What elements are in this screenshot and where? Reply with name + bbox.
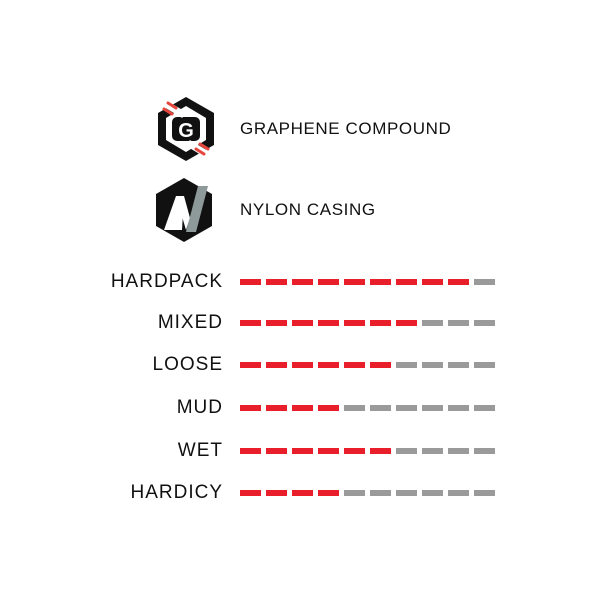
rating-label: HARDPACK [110, 271, 223, 292]
rating-segment-filled [344, 448, 365, 454]
rating-label: LOOSE [152, 354, 223, 375]
rating-row-wet: WET [0, 440, 600, 461]
rating-segment-filled [292, 362, 313, 368]
rating-segment-empty [370, 405, 391, 411]
rating-segment-filled [266, 362, 287, 368]
rating-segment-filled [370, 362, 391, 368]
rating-segment-empty [422, 448, 443, 454]
rating-segment-empty [448, 490, 469, 496]
rating-segment-filled [292, 320, 313, 326]
rating-segment-filled [266, 490, 287, 496]
rating-segment-filled [422, 279, 443, 285]
rating-segment-empty [396, 405, 417, 411]
rating-row-hardicy: HARDICY [0, 482, 600, 503]
rating-segment-empty [474, 490, 495, 496]
rating-segment-filled [318, 490, 339, 496]
rating-bar [240, 362, 495, 368]
nylon-n-hexagon-icon [156, 178, 212, 242]
rating-bar [240, 279, 495, 285]
feature-nylon: NYLON CASING [150, 174, 375, 246]
rating-label: MUD [176, 397, 223, 418]
rating-segment-filled [396, 320, 417, 326]
rating-bar [240, 490, 495, 496]
rating-segment-empty [422, 362, 443, 368]
rating-segment-empty [396, 362, 417, 368]
rating-bar [240, 320, 495, 326]
rating-segment-filled [240, 320, 261, 326]
rating-label: HARDICY [130, 482, 223, 503]
rating-segment-filled [344, 320, 365, 326]
rating-segment-filled [266, 320, 287, 326]
rating-segment-filled [266, 448, 287, 454]
rating-segment-filled [318, 448, 339, 454]
graphene-g-hexagon-icon: G [158, 97, 214, 161]
svg-text:G: G [178, 120, 194, 142]
rating-segment-empty [344, 490, 365, 496]
rating-segment-empty [396, 448, 417, 454]
rating-segment-empty [448, 405, 469, 411]
rating-segment-empty [448, 320, 469, 326]
feature-graphene: G GRAPHENE COMPOUND [150, 93, 451, 165]
rating-segment-filled [370, 448, 391, 454]
rating-segment-empty [370, 490, 391, 496]
rating-segment-empty [448, 448, 469, 454]
rating-segment-filled [370, 279, 391, 285]
rating-segment-empty [474, 405, 495, 411]
rating-segment-filled [396, 279, 417, 285]
rating-segment-empty [474, 320, 495, 326]
feature-label: GRAPHENE COMPOUND [240, 119, 452, 138]
rating-segment-empty [422, 320, 443, 326]
rating-segment-empty [474, 448, 495, 454]
rating-segment-empty [396, 490, 417, 496]
rating-segment-filled [448, 279, 469, 285]
rating-segment-filled [370, 320, 391, 326]
rating-segment-empty [474, 279, 495, 285]
rating-segment-empty [474, 362, 495, 368]
rating-segment-filled [318, 405, 339, 411]
feature-label: NYLON CASING [240, 200, 376, 219]
rating-row-mixed: MIXED [0, 312, 600, 333]
rating-segment-filled [240, 362, 261, 368]
rating-segment-filled [344, 279, 365, 285]
rating-segment-filled [240, 490, 261, 496]
rating-row-loose: LOOSE [0, 354, 600, 375]
rating-segment-filled [318, 320, 339, 326]
rating-label: WET [177, 440, 223, 461]
rating-segment-filled [266, 405, 287, 411]
rating-segment-filled [292, 490, 313, 496]
rating-segment-empty [422, 405, 443, 411]
rating-segment-empty [448, 362, 469, 368]
rating-segment-filled [292, 279, 313, 285]
rating-row-mud: MUD [0, 397, 600, 418]
rating-bar [240, 405, 495, 411]
rating-segment-filled [318, 362, 339, 368]
rating-segment-filled [240, 448, 261, 454]
rating-bar [240, 448, 495, 454]
rating-segment-filled [266, 279, 287, 285]
rating-segment-empty [422, 490, 443, 496]
rating-row-hardpack: HARDPACK [0, 271, 600, 292]
rating-segment-filled [240, 405, 261, 411]
rating-segment-empty [344, 405, 365, 411]
rating-label: MIXED [157, 312, 223, 333]
rating-segment-filled [240, 279, 261, 285]
rating-segment-filled [292, 448, 313, 454]
rating-segment-filled [318, 279, 339, 285]
rating-segment-filled [292, 405, 313, 411]
rating-segment-filled [344, 362, 365, 368]
